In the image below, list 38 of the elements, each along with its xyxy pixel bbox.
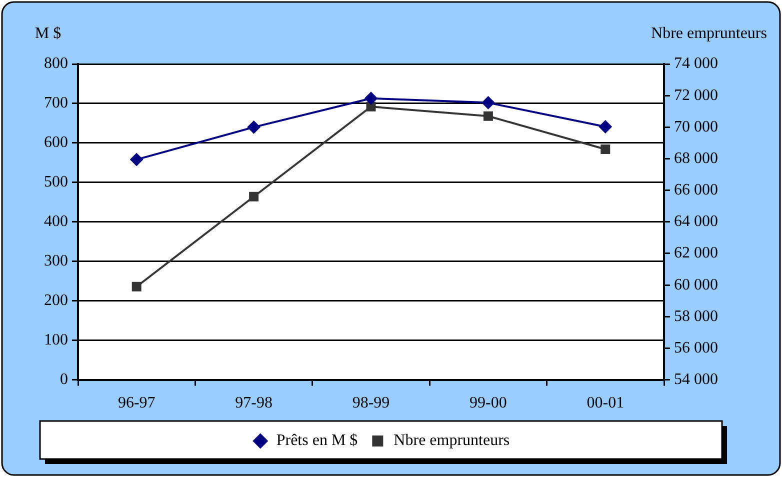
point [249, 192, 259, 202]
y-tick-label: 100 [44, 332, 68, 349]
x-tick-label: 99-00 [470, 394, 507, 412]
y2-tick-label: 66 000 [674, 182, 718, 199]
y2-tick-label: 56 000 [674, 339, 718, 356]
y-tick-label: 500 [44, 174, 68, 191]
y2-tick-label: 54 000 [674, 371, 718, 388]
point [247, 120, 260, 134]
y2-tick-label: 64 000 [674, 213, 718, 230]
x-tick-label: 97-98 [235, 394, 272, 412]
legend-label: Nbre emprunteurs [394, 432, 510, 450]
point [130, 153, 144, 166]
x-tick-label: 00-01 [586, 394, 624, 412]
y-tick-label: 300 [44, 252, 68, 270]
point [132, 282, 142, 292]
y2-tick-label: 60 000 [674, 276, 718, 294]
y-tick-label: 200 [44, 292, 68, 310]
point [482, 96, 495, 110]
point [600, 144, 610, 154]
y-axis-title: M $ [34, 25, 62, 42]
x-tick-label: 96-97 [118, 394, 156, 412]
y-tick-label: 0 [60, 371, 68, 388]
y2-tick-label: 70 000 [674, 118, 718, 136]
y2-tick-label: 58 000 [674, 308, 718, 325]
y2-axis-title: Nbre emprunteurs [651, 25, 767, 42]
point [483, 111, 493, 121]
y2-tick-label: 72 000 [674, 86, 718, 104]
y-tick-label: 600 [44, 134, 68, 152]
x-tick-label: 98-99 [352, 394, 390, 412]
y-tick-label: 700 [44, 94, 68, 112]
y-tick-label: 800 [44, 55, 68, 72]
point [364, 92, 378, 105]
y2-tick-label: 74 000 [674, 55, 718, 72]
legend-label: Prêts en M $ [276, 432, 358, 450]
y-tick-label: 400 [44, 213, 68, 230]
y2-tick-label: 62 000 [674, 244, 718, 262]
point [598, 120, 612, 134]
y2-tick-label: 68 000 [674, 150, 718, 167]
